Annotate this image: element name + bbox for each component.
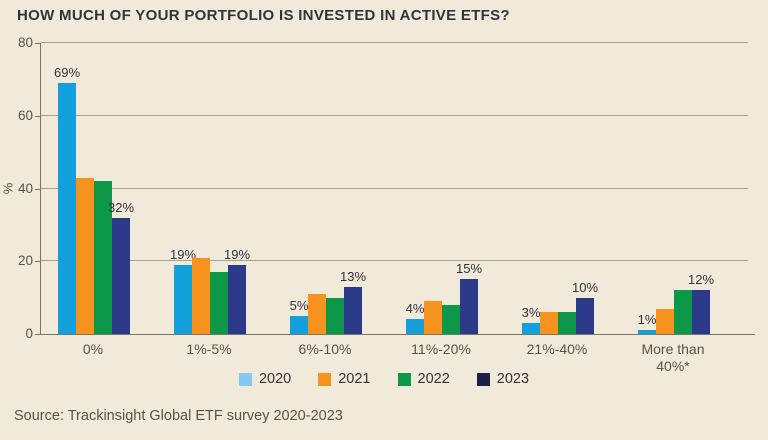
bar-2021-4 [540,312,558,334]
y-tick-label-40: 40 [17,180,33,196]
legend-swatch-2023 [476,372,490,386]
legend-swatch-2021 [318,372,332,386]
y-tick-label-80: 80 [17,35,33,50]
bar-group-5: 1% 12% [637,43,714,334]
x-tick-label-3: 11%-20% [411,341,471,357]
bar-group-3: 4% 15% [405,43,482,334]
bar-2020-1 [174,264,192,334]
gridline-40 [41,187,748,189]
bar-value-label-2023-0: 32% [107,199,135,215]
bar-2020-0 [58,83,76,334]
bar-2020-3 [406,319,424,334]
bar-group-4: 3% 10% [521,43,598,334]
bar-2023-3 [460,279,478,334]
bar-2023-5 [692,290,710,334]
bar-group-1: 19% 19% [170,43,250,334]
legend-label-2020: 2020 [258,371,292,387]
legend-item-2023: 2023 [476,371,530,387]
bar-2023-2 [344,286,362,334]
y-tick-mark-0 [35,334,40,335]
bar-2022-0 [94,181,112,334]
bar-value-label-2023-3: 15% [455,261,483,277]
chart-title: HOW MUCH OF YOUR PORTFOLIO IS INVESTED I… [17,7,510,24]
bar-value-label-2020-0: 69% [53,65,81,81]
bar-2023-0 [112,217,130,334]
bar-value-label-2023-1: 19% [223,246,251,262]
bar-2022-1 [210,272,228,334]
y-tick-label-0: 0 [25,326,33,341]
legend-item-2022: 2022 [397,371,450,387]
bar-2021-2 [308,294,326,334]
gridline-20 [41,260,748,262]
bar-group-2: 5% 13% [289,43,366,334]
bar-2020-2 [290,315,308,334]
legend: 2020 2021 2022 2023 [0,371,768,387]
bar-2023-4 [576,297,594,334]
x-tick-label-4: 21%-40% [526,341,588,357]
bar-2020-5 [638,330,656,334]
bar-value-label-2020-3: 4% [405,301,425,317]
legend-label-2021: 2021 [338,371,371,387]
x-tick-label-5: More than 40%* [641,341,705,374]
y-tick-label-60: 60 [17,107,33,123]
bar-2021-0 [76,177,94,334]
bar-2022-3 [442,304,460,334]
gridline-80 [41,42,748,43]
bar-value-label-2020-1: 19% [169,246,197,262]
bar-value-label-2020-4: 3% [521,305,541,321]
bar-group-0: 69% 32% [54,43,134,334]
bar-2022-5 [674,290,692,334]
legend-item-2021: 2021 [318,371,371,387]
bar-value-label-2023-5: 12% [687,272,715,288]
legend-swatch-2022 [397,372,411,386]
bar-value-label-2020-5: 1% [637,312,657,328]
y-tick-mark-80 [35,43,40,44]
y-tick-mark-20 [35,261,40,263]
bar-value-label-2023-4: 10% [571,279,599,295]
bar-2022-2 [326,297,344,334]
legend-swatch-2020 [238,372,252,386]
plot-area: 69% 32% 19% 19% 5% 13% 4% 15% 3% 10% 1% 12% [40,42,748,334]
x-tick-label-1: 1%-5% [186,341,232,357]
gridline-60 [41,114,748,116]
bar-2020-4 [522,323,540,334]
x-tick-label-2: 6%-10% [298,341,352,357]
bar-2021-1 [192,257,210,334]
y-tick-mark-60 [35,115,40,117]
y-tick-label-20: 20 [17,253,33,269]
bar-2021-5 [656,308,674,334]
y-tick-mark-40 [35,188,40,190]
x-tick-label-0: 0% [82,341,104,357]
source-note: Source: Trackinsight Global ETF survey 2… [14,408,343,424]
bar-2023-1 [228,264,246,334]
legend-label-2022: 2022 [417,371,450,387]
bar-2022-4 [558,312,576,334]
bar-2021-3 [424,301,442,334]
bar-value-label-2020-2: 5% [289,297,309,313]
x-axis-line [40,334,755,335]
bar-value-label-2023-2: 13% [339,268,367,284]
legend-item-2020: 2020 [238,371,292,387]
legend-label-2023: 2023 [496,371,530,387]
